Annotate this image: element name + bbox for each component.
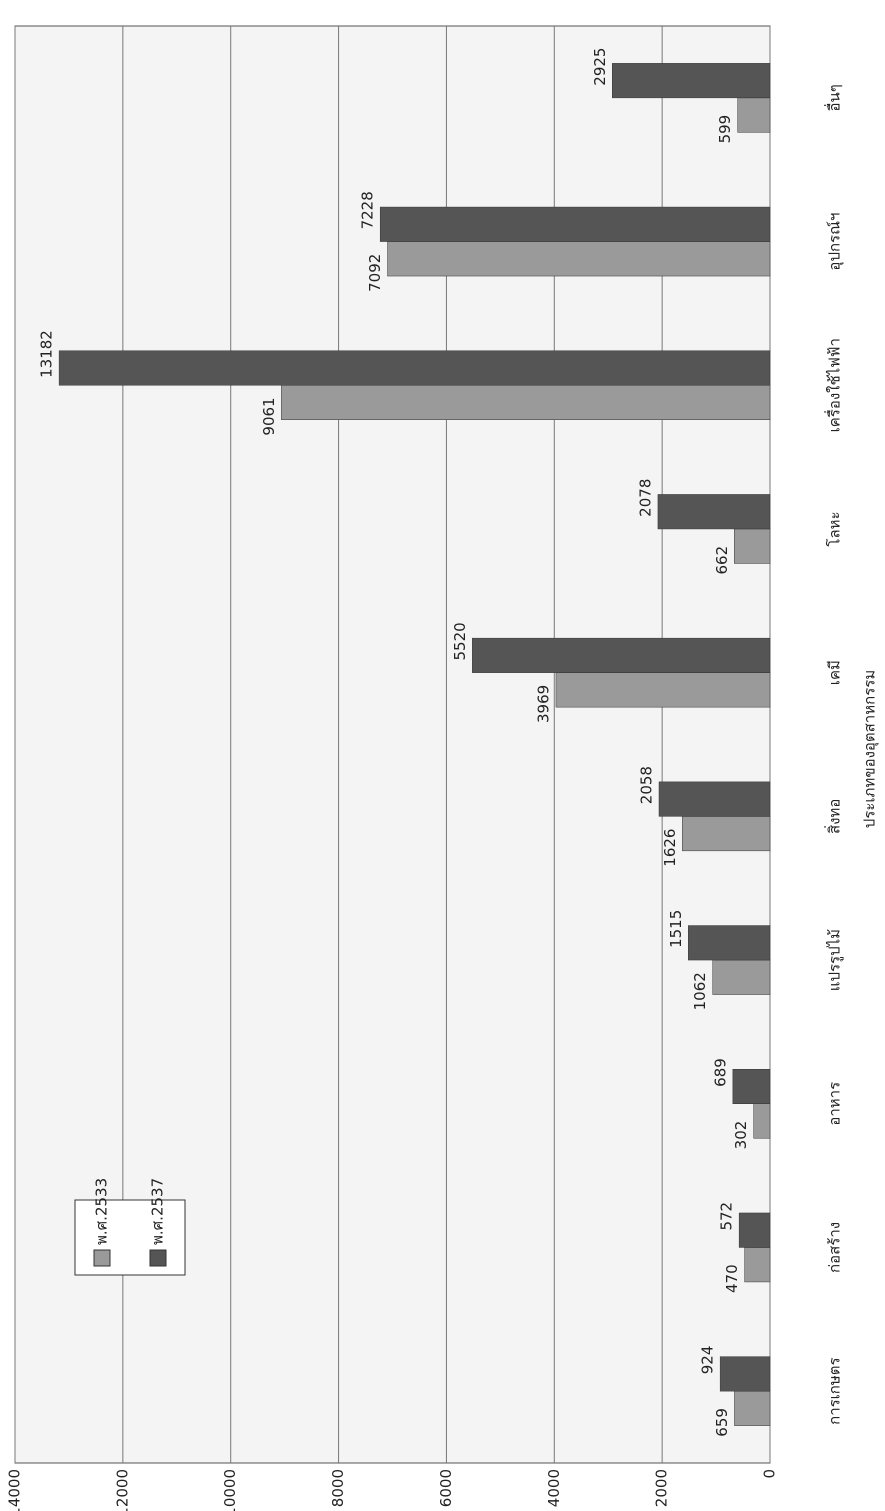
value-label: 2078: [636, 479, 654, 517]
bar: [688, 926, 770, 960]
y-tick-label: 14000: [6, 1469, 24, 1511]
bar: [739, 1213, 770, 1247]
x-tick-label: การเกษตร: [826, 1357, 844, 1424]
legend-label: พ.ศ.2537: [149, 1178, 167, 1245]
y-tick-label: 4000: [545, 1469, 563, 1507]
y-tick-label: 6000: [437, 1469, 455, 1507]
bar: [380, 207, 770, 241]
legend-label: พ.ศ.2533: [93, 1178, 111, 1245]
x-tick-label: เคมี: [826, 660, 844, 685]
y-tick-label: 2000: [653, 1469, 671, 1507]
value-label: 2058: [638, 766, 656, 804]
y-tick-label: 8000: [329, 1469, 347, 1507]
bar: [733, 1069, 770, 1103]
bar: [682, 816, 770, 850]
bar: [281, 385, 770, 419]
value-label: 13182: [38, 330, 56, 378]
value-label: 924: [699, 1346, 717, 1375]
value-label: 1062: [691, 972, 709, 1010]
value-label: 662: [713, 546, 731, 575]
x-tick-label: เครื่องใช้ไฟฟ้า: [824, 338, 844, 432]
x-tick-label: อุปกรณ์ฯ: [826, 213, 845, 271]
value-label: 659: [713, 1408, 731, 1437]
bar: [734, 529, 770, 563]
x-tick-label: ก่อสร้าง: [826, 1222, 844, 1273]
value-label: 3969: [534, 685, 552, 723]
chart: ประเภทของอุตสาหกรรม 0 2000 4000 6000 8000 100…: [0, 0, 885, 1511]
bar: [713, 960, 770, 994]
legend-swatch: [150, 1250, 166, 1266]
bar: [612, 63, 770, 97]
value-label: 1626: [661, 829, 679, 867]
legend-box: [75, 1200, 185, 1275]
bar: [720, 1357, 770, 1391]
value-label: 5520: [451, 622, 469, 660]
x-tick-label: โลหะ: [826, 511, 844, 546]
x-tick-label: อื่นๆ: [824, 84, 844, 111]
value-label: 302: [732, 1121, 750, 1150]
x-tick-label: สิ่งทอ: [824, 799, 844, 834]
value-label: 599: [716, 115, 734, 144]
legend-swatch: [94, 1250, 110, 1266]
value-label: 7092: [366, 254, 384, 292]
value-label: 2925: [591, 48, 609, 86]
value-label: 1515: [667, 910, 685, 948]
bar: [59, 351, 770, 385]
bar: [658, 494, 770, 528]
value-label: 470: [723, 1264, 741, 1293]
value-label: 9061: [260, 397, 278, 435]
bar: [388, 242, 770, 276]
x-axis-title: ประเภทของอุตสาหกรรม: [861, 670, 880, 828]
value-label: 689: [711, 1058, 729, 1087]
value-label: 572: [718, 1202, 736, 1231]
bar: [745, 1247, 770, 1281]
value-label: 7228: [359, 191, 377, 229]
bar: [659, 782, 770, 816]
y-tick-label: 0: [761, 1469, 779, 1479]
bar: [472, 638, 770, 672]
y-tick-label: 12000: [113, 1469, 131, 1511]
bar: [734, 1391, 770, 1425]
x-tick-label: อาหาร: [826, 1082, 844, 1126]
bar: [738, 98, 770, 132]
bar: [754, 1104, 770, 1138]
bar: [556, 673, 770, 707]
y-tick-label: 10000: [221, 1469, 239, 1511]
rotated-chart: ประเภทของอุตสาหกรรม 0 2000 4000 6000 8000 100…: [6, 26, 880, 1511]
x-tick-label: แปรรูปไม้: [826, 929, 844, 991]
